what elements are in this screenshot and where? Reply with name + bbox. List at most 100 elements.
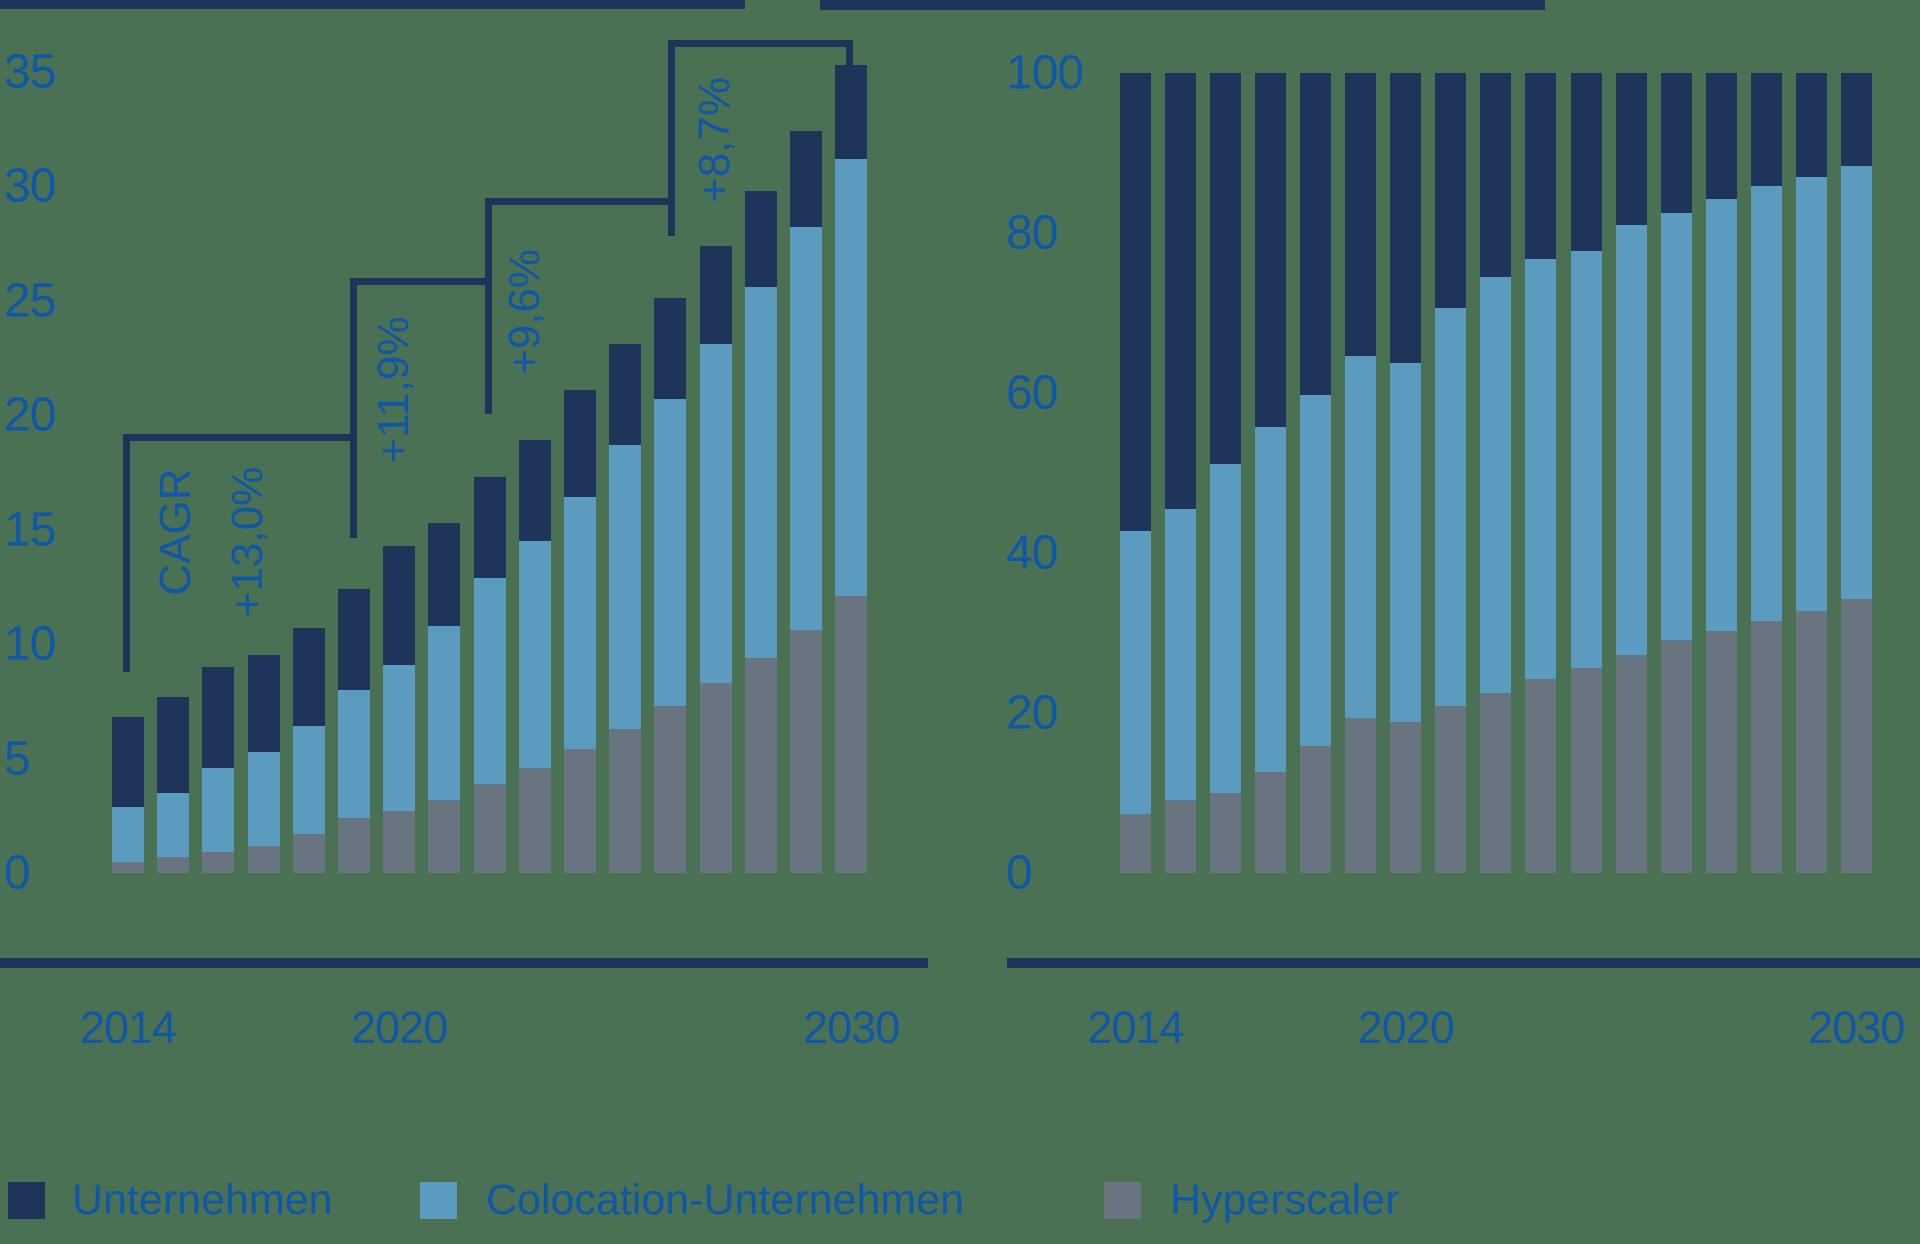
bar-segment-unternehmen-2026 — [1660, 73, 1692, 213]
bar-segment-unternehmen-2020 — [1390, 73, 1422, 364]
right-x-tick-label-2030: 2030 — [1808, 1002, 1905, 1053]
header-strip-right — [820, 0, 1545, 10]
right-y-tick-label: 20 — [1006, 686, 1058, 740]
bar-segment-hyperscaler-2022 — [473, 783, 506, 873]
bar-segment-colocation-unternehmen-2025 — [609, 444, 642, 729]
bar-segment-colocation-unternehmen-2024 — [1570, 251, 1602, 669]
bar-segment-unternehmen-2017 — [1255, 73, 1287, 427]
bar-segment-colocation-unternehmen-2027 — [699, 344, 732, 683]
bar-segment-hyperscaler-2030 — [835, 595, 868, 873]
cagr-annotation-2026-2030: +8,7% — [690, 77, 739, 203]
bar-segment-hyperscaler-2023 — [1525, 678, 1557, 873]
bar-segment-unternehmen-2016 — [1210, 73, 1242, 465]
bar-segment-unternehmen-2016 — [202, 666, 235, 768]
bar-segment-hyperscaler-2026 — [1660, 640, 1692, 873]
bar-segment-unternehmen-2030 — [1840, 73, 1872, 166]
bar-segment-unternehmen-2028 — [1750, 73, 1782, 186]
bar-segment-colocation-unternehmen-2023 — [518, 540, 551, 768]
bar-segment-unternehmen-2019 — [1345, 73, 1377, 357]
bar-segment-colocation-unternehmen-2015 — [157, 792, 190, 857]
left-y-tick-label: 0 — [4, 846, 31, 900]
bar-segment-hyperscaler-2017 — [1255, 772, 1287, 873]
bar-segment-unternehmen-2015 — [1165, 73, 1197, 509]
bar-segment-colocation-unternehmen-2027 — [1705, 198, 1737, 631]
bar-segment-colocation-unternehmen-2018 — [1300, 394, 1332, 746]
cagr-bracket-line — [123, 434, 357, 441]
bar-segment-colocation-unternehmen-2020 — [1390, 363, 1422, 722]
bar-segment-unternehmen-2022 — [473, 476, 506, 578]
chart-legend: Unternehmen Colocation-Unternehmen Hypersc… — [0, 1150, 1920, 1230]
cagr-title: CAGR — [151, 468, 200, 596]
bar-segment-unternehmen-2017 — [247, 655, 280, 752]
bar-segment-colocation-unternehmen-2030 — [1840, 165, 1872, 599]
bar-segment-hyperscaler-2028 — [744, 657, 777, 873]
legend-label: Hyperscaler — [1170, 1176, 1400, 1224]
bar-segment-hyperscaler-2019 — [1345, 717, 1377, 873]
legend-label: Colocation-Unternehmen — [486, 1176, 965, 1224]
cagr-annotation-2022-2026: +9,6% — [500, 249, 549, 375]
left-y-tick-label: 20 — [4, 388, 56, 442]
bar-segment-colocation-unternehmen-2030 — [835, 158, 868, 596]
bar-segment-hyperscaler-2024 — [1570, 668, 1602, 873]
bar-segment-colocation-unternehmen-2017 — [247, 751, 280, 846]
cagr-bracket-line — [485, 198, 492, 414]
bar-segment-unternehmen-2018 — [292, 627, 325, 727]
bar-segment-hyperscaler-2030 — [1840, 598, 1872, 873]
legend-swatch — [8, 1182, 45, 1219]
bar-segment-colocation-unternehmen-2016 — [202, 767, 235, 853]
right-y-tick-label: 0 — [1006, 846, 1033, 900]
bar-segment-unternehmen-2014 — [112, 717, 144, 807]
cagr-bracket-line — [846, 40, 853, 66]
bar-segment-hyperscaler-2025 — [609, 728, 642, 873]
bar-segment-unternehmen-2030 — [835, 64, 868, 159]
bar-segment-hyperscaler-2014 — [112, 861, 144, 873]
bar-segment-unternehmen-2018 — [1300, 73, 1332, 395]
bar-segment-hyperscaler-2023 — [518, 767, 551, 873]
right-x-tick-label-2014: 2014 — [1087, 1002, 1184, 1053]
bar-segment-colocation-unternehmen-2029 — [790, 227, 822, 631]
cagr-bracket-line — [350, 278, 492, 285]
bar-segment-unternehmen-2029 — [790, 131, 822, 228]
bar-segment-colocation-unternehmen-2028 — [1750, 185, 1782, 621]
bar-segment-colocation-unternehmen-2021 — [428, 625, 461, 800]
bar-segment-hyperscaler-2025 — [1615, 654, 1647, 873]
bar-segment-colocation-unternehmen-2022 — [473, 577, 506, 784]
header-strip-left — [0, 0, 745, 9]
right-y-tick-label: 40 — [1006, 526, 1058, 580]
bar-segment-colocation-unternehmen-2018 — [292, 726, 325, 835]
bar-segment-hyperscaler-2021 — [1435, 705, 1467, 873]
right-y-tick-label: 100 — [1006, 46, 1084, 100]
bar-segment-hyperscaler-2029 — [790, 630, 822, 873]
bar-segment-colocation-unternehmen-2017 — [1255, 426, 1287, 773]
bar-segment-unternehmen-2027 — [699, 245, 732, 344]
bar-segment-hyperscaler-2026 — [654, 705, 687, 873]
bar-segment-colocation-unternehmen-2026 — [1660, 213, 1692, 641]
bar-segment-unternehmen-2024 — [1570, 73, 1602, 252]
bar-segment-colocation-unternehmen-2016 — [1210, 464, 1242, 793]
bar-segment-colocation-unternehmen-2019 — [1345, 356, 1377, 718]
bar-segment-unternehmen-2022 — [1480, 73, 1512, 277]
legend-item-unternehmen: Unternehmen — [0, 1168, 1920, 1228]
left-x-tick-label-2020: 2020 — [351, 1002, 448, 1053]
bar-segment-colocation-unternehmen-2026 — [654, 398, 687, 706]
left-y-tick-label: 5 — [4, 732, 31, 785]
bar-segment-colocation-unternehmen-2021 — [1435, 308, 1467, 706]
bar-segment-hyperscaler-2017 — [247, 845, 280, 873]
cagr-bracket-line — [123, 434, 130, 672]
right-y-tick-label: 60 — [1006, 366, 1058, 420]
bar-segment-unternehmen-2015 — [157, 696, 190, 793]
bar-segment-colocation-unternehmen-2019 — [338, 689, 370, 819]
bar-segment-hyperscaler-2015 — [157, 856, 190, 873]
bar-segment-unternehmen-2024 — [564, 389, 596, 498]
bar-segment-hyperscaler-2016 — [202, 852, 235, 873]
bar-segment-colocation-unternehmen-2023 — [1525, 259, 1557, 679]
bar-segment-unternehmen-2027 — [1705, 73, 1737, 199]
bar-segment-unternehmen-2021 — [1435, 73, 1467, 309]
bar-segment-colocation-unternehmen-2025 — [1615, 225, 1647, 655]
bar-segment-unternehmen-2028 — [744, 190, 777, 287]
bar-segment-colocation-unternehmen-2014 — [1120, 531, 1151, 814]
legend-item-colocation-unternehmen: Colocation-Unternehmen — [0, 1168, 1920, 1228]
bar-segment-hyperscaler-2020 — [383, 811, 416, 873]
bar-segment-hyperscaler-2027 — [699, 682, 732, 873]
